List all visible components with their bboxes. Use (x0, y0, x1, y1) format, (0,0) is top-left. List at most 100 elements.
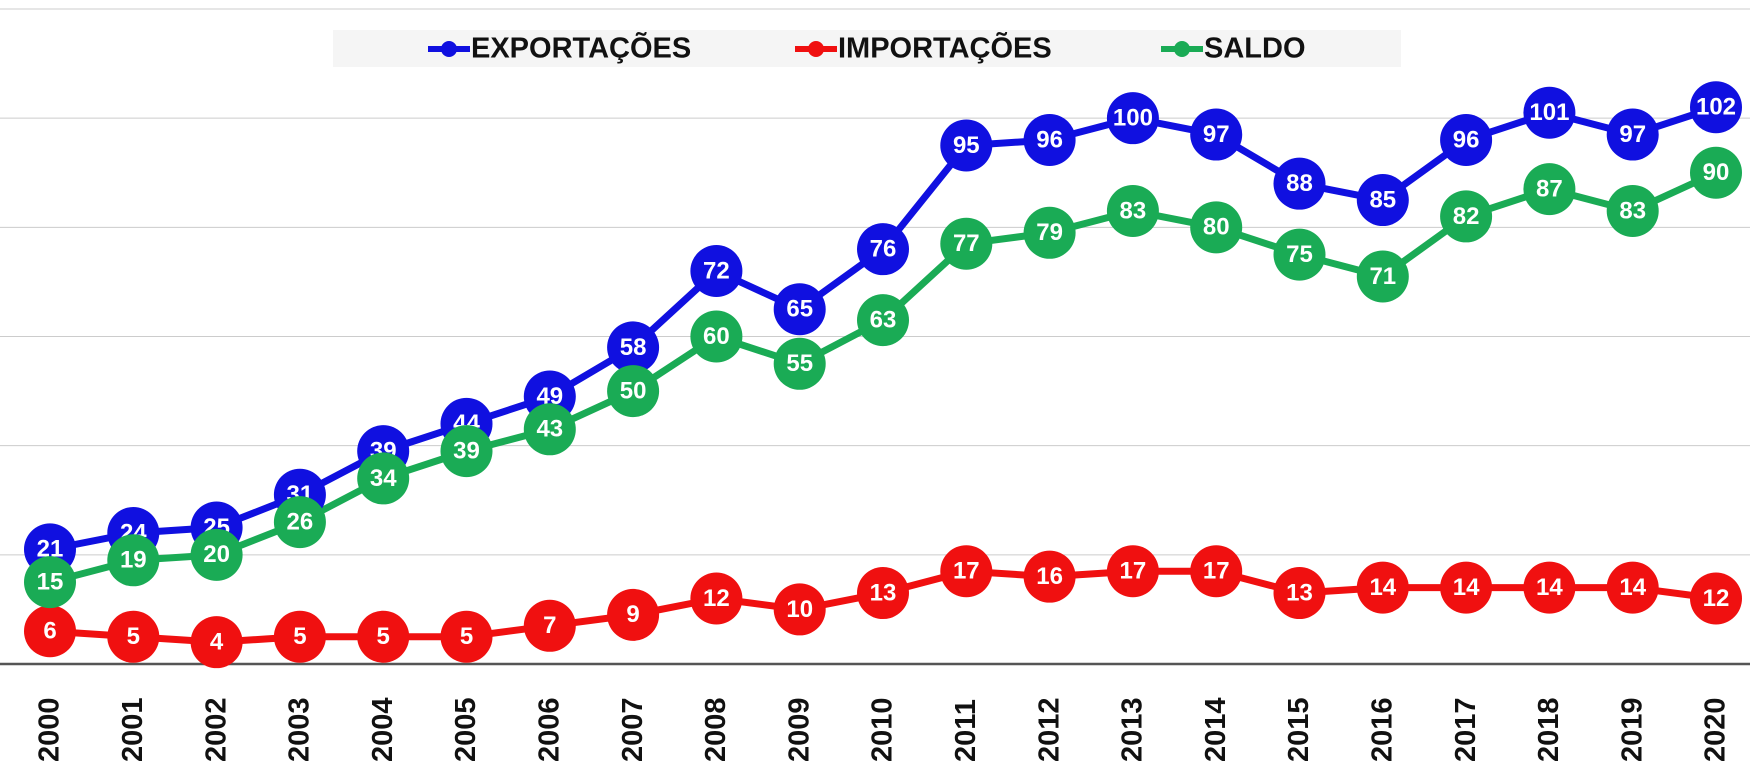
x-tick-label: 2008 (700, 697, 732, 762)
data-point (1023, 114, 1076, 166)
data-point (357, 610, 410, 663)
legend-marker (808, 41, 824, 57)
data-point (357, 452, 410, 505)
data-point (607, 321, 660, 374)
data-point (1523, 163, 1576, 216)
x-tick-label: 2005 (450, 697, 482, 762)
data-label: 12 (703, 585, 730, 612)
data-label: 63 (870, 306, 897, 333)
data-point (190, 616, 243, 669)
legend-label: IMPORTAÇÕES (838, 31, 1052, 65)
data-label: 6 (43, 618, 56, 645)
data-label: 72 (703, 257, 730, 284)
data-point (1440, 114, 1493, 166)
data-point (1606, 561, 1659, 614)
data-point (1190, 545, 1243, 598)
data-point (1190, 108, 1243, 161)
data-label: 19 (120, 547, 147, 574)
data-point (1440, 561, 1493, 614)
x-tick-label: 2001 (117, 697, 149, 762)
data-point (940, 119, 993, 172)
x-tick-label: 2002 (200, 697, 232, 762)
data-point (1690, 572, 1742, 625)
data-point (1606, 108, 1659, 161)
data-label: 14 (1619, 574, 1646, 601)
data-point (940, 217, 993, 270)
data-point (857, 223, 909, 276)
x-tick-label: 2011 (950, 699, 982, 762)
data-point (1273, 228, 1326, 281)
data-label: 60 (703, 323, 730, 350)
data-point (1023, 550, 1076, 603)
data-point (1106, 545, 1159, 598)
data-label: 13 (1286, 579, 1313, 606)
data-label: 88 (1286, 170, 1313, 197)
data-point (1606, 184, 1659, 237)
data-point (440, 425, 493, 478)
data-label: 5 (293, 623, 306, 650)
data-point (607, 365, 660, 418)
data-label: 76 (870, 236, 897, 263)
data-point (690, 572, 743, 625)
data-point (1440, 190, 1493, 243)
data-label: 5 (460, 623, 473, 650)
legend-marker (441, 41, 457, 57)
data-point (523, 403, 576, 456)
data-label: 14 (1536, 574, 1563, 601)
data-label: 102 (1696, 94, 1736, 121)
data-label: 96 (1036, 126, 1063, 153)
x-tick-label: 2016 (1366, 697, 1398, 762)
data-point (1690, 81, 1742, 134)
data-label: 17 (953, 558, 980, 585)
data-label: 13 (870, 579, 897, 606)
data-label: 14 (1453, 574, 1480, 601)
x-tick-label: 2000 (34, 697, 66, 762)
data-label: 4 (210, 629, 224, 656)
x-tick-label: 2015 (1283, 697, 1315, 762)
data-point (690, 310, 743, 363)
data-label: 39 (453, 437, 480, 464)
data-label: 80 (1203, 214, 1230, 241)
data-point (1190, 201, 1243, 254)
x-tick-label: 2012 (1033, 697, 1065, 762)
x-tick-label: 2010 (867, 697, 899, 762)
data-label: 97 (1203, 121, 1230, 148)
data-point (857, 294, 909, 347)
data-point (1690, 146, 1742, 199)
x-tick-label: 2003 (284, 697, 316, 762)
data-point (1356, 250, 1409, 303)
data-label: 50 (620, 377, 647, 404)
data-label: 7 (543, 612, 556, 639)
legend-label: SALDO (1204, 33, 1306, 65)
data-label: 43 (536, 416, 563, 443)
x-tick-label: 2020 (1700, 697, 1732, 762)
data-label: 75 (1286, 241, 1313, 268)
data-label: 58 (620, 334, 647, 361)
data-point (607, 588, 660, 641)
data-label: 17 (1120, 558, 1147, 585)
data-label: 95 (953, 132, 980, 159)
data-point (523, 599, 576, 652)
data-point (690, 245, 743, 297)
data-label: 26 (287, 508, 314, 535)
legend-background (333, 30, 1401, 67)
x-tick-label: 2007 (617, 697, 649, 762)
data-label: 34 (370, 465, 397, 492)
data-label: 71 (1369, 263, 1396, 290)
legend-marker (1174, 41, 1190, 57)
data-label: 10 (786, 596, 813, 623)
data-label: 17 (1203, 558, 1230, 585)
data-point (107, 610, 160, 663)
data-label: 65 (786, 296, 813, 323)
data-point (1356, 174, 1409, 227)
x-tick-label: 2019 (1616, 697, 1648, 762)
data-label: 79 (1036, 219, 1063, 246)
data-label: 87 (1536, 175, 1563, 202)
data-label: 83 (1619, 197, 1646, 224)
data-point (1023, 206, 1076, 259)
x-tick-label: 2013 (1117, 697, 1149, 762)
data-point (273, 610, 326, 663)
data-point (773, 337, 826, 390)
data-point (940, 545, 993, 598)
